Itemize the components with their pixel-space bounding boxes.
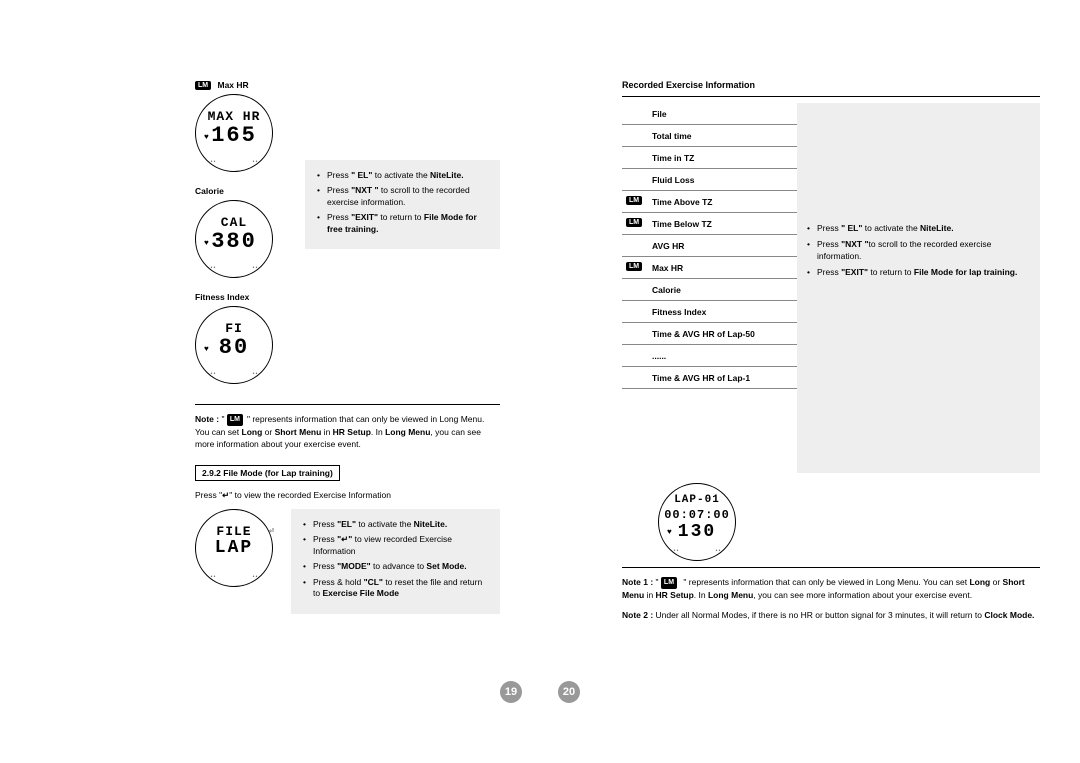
info-item-label: Total time — [652, 131, 692, 141]
info-item-label: Fitness Index — [652, 307, 706, 317]
heart-icon: ♥ — [667, 528, 672, 537]
instruction-box-1: Press " EL" to activate the NiteLite. Pr… — [305, 160, 500, 249]
watch-label-2: Fitness Index — [195, 292, 305, 302]
press-line: Press "↵" to view the recorded Exercise … — [195, 489, 500, 501]
info-item: Time & AVG HR of Lap-1 — [622, 367, 797, 389]
info-item-label: Time & AVG HR of Lap-50 — [652, 329, 755, 339]
info-item: Fitness Index — [622, 301, 797, 323]
info-list: File Total time Time in TZ Fluid Loss LM Time… — [622, 103, 797, 389]
watch-file-lap: FILE LAP ⏎ •••• — [195, 509, 273, 587]
watch-fi: FI 80 ♥ •••• — [195, 306, 273, 384]
watch-lap: LAP-01 00:07:00 130 ♥ •••• — [658, 483, 736, 561]
heart-icon: ♥ — [204, 345, 209, 354]
divider — [622, 567, 1040, 568]
section-header: 2.9.2 File Mode (for Lap training) — [195, 465, 340, 481]
enter-icon: ⏎ — [269, 526, 274, 536]
info-item-label: Time & AVG HR of Lap-1 — [652, 373, 750, 383]
info-item: AVG HR — [622, 235, 797, 257]
info-item-label: Time in TZ — [652, 153, 694, 163]
info-item: Calorie — [622, 279, 797, 301]
lm-badge: LM — [626, 262, 642, 271]
info-item-label: Calorie — [652, 285, 681, 295]
watch-label-0: LM Max HR — [195, 80, 305, 90]
lm-badge: LM — [195, 81, 211, 90]
info-item: LM Time Below TZ — [622, 213, 797, 235]
info-item: Time in TZ — [622, 147, 797, 169]
info-row: File Total time Time in TZ Fluid Loss LM Time… — [622, 103, 1040, 473]
lap-watch-wrap: LAP-01 00:07:00 130 ♥ •••• — [642, 483, 752, 561]
instruction-box-2: Press "EL" to activate the NiteLite. Pre… — [291, 509, 500, 614]
heart-icon: ♥ — [204, 133, 209, 142]
info-item: LM Time Above TZ — [622, 191, 797, 213]
watch-maxhr: MAX HR 165 ♥ •••• — [195, 94, 273, 172]
instr-1: Press " EL" to activate the NiteLite. — [317, 170, 488, 181]
instr-3: Press "EXIT" to return to File Mode for … — [317, 212, 488, 235]
file-lap-row: FILE LAP ⏎ •••• Press "EL" to activate t… — [195, 509, 500, 614]
info-item-label: Max HR — [652, 263, 683, 273]
info-item: ...... — [622, 345, 797, 367]
side-instruction-box: Press " EL" to activate the NiteLite. Pr… — [797, 103, 1040, 473]
info-item-label: Time Below TZ — [652, 219, 712, 229]
info-item-label: ...... — [652, 351, 666, 361]
page-number-19: 19 — [500, 681, 522, 703]
heart-icon: ♥ — [204, 239, 209, 248]
page-19: LM Max HR MAX HR 165 ♥ •••• Calorie CAL … — [0, 0, 540, 763]
info-item-label: Fluid Loss — [652, 175, 695, 185]
info-item-label: Time Above TZ — [652, 197, 712, 207]
watch-calorie: CAL 380 ♥ •••• — [195, 200, 273, 278]
info-item: Fluid Loss — [622, 169, 797, 191]
watch-column: LM Max HR MAX HR 165 ♥ •••• Calorie CAL … — [195, 80, 305, 398]
page-20: Recorded Exercise Information File Total … — [540, 0, 1080, 763]
right-title: Recorded Exercise Information — [622, 80, 1040, 90]
lm-badge: LM — [626, 218, 642, 227]
divider — [622, 96, 1040, 97]
info-item: Time & AVG HR of Lap-50 — [622, 323, 797, 345]
note-left: Note : " LM" represents information that… — [195, 413, 500, 450]
watches-and-box: LM Max HR MAX HR 165 ♥ •••• Calorie CAL … — [195, 80, 500, 398]
note-2: Note 2 : Under all Normal Modes, if ther… — [622, 609, 1040, 621]
note-1: Note 1 : " LM " represents information t… — [622, 576, 1040, 601]
info-item-label: File — [652, 109, 667, 119]
divider — [195, 404, 500, 405]
lm-badge: LM — [626, 196, 642, 205]
info-item: Total time — [622, 125, 797, 147]
info-item: LM Max HR — [622, 257, 797, 279]
instr-2: Press "NXT " to scroll to the recorded e… — [317, 185, 488, 208]
info-item-label: AVG HR — [652, 241, 684, 251]
info-item: File — [622, 103, 797, 125]
page-number-20: 20 — [558, 681, 580, 703]
watch-label-1: Calorie — [195, 186, 305, 196]
